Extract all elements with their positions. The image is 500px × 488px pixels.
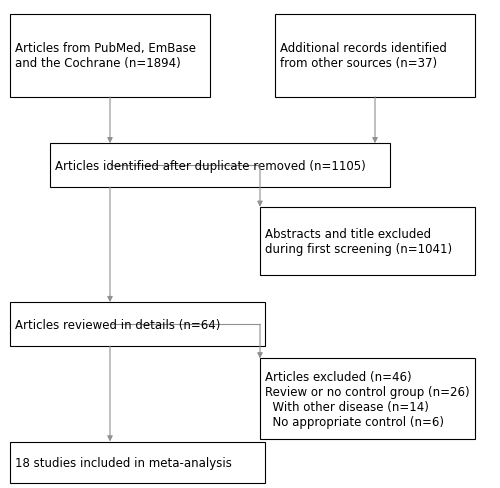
Text: Articles identified after duplicate removed (n=1105): Articles identified after duplicate remo… <box>55 160 366 172</box>
Text: 18 studies included in meta-analysis: 18 studies included in meta-analysis <box>15 456 232 469</box>
Bar <box>275 15 475 98</box>
Text: Articles reviewed in details (n=64): Articles reviewed in details (n=64) <box>15 318 221 331</box>
Text: Additional records identified
from other sources (n=37): Additional records identified from other… <box>280 42 447 70</box>
Text: Articles excluded (n=46)
Review or no control group (n=26)
  With other disease : Articles excluded (n=46) Review or no co… <box>265 370 470 428</box>
Bar <box>10 442 265 483</box>
Bar <box>260 207 475 276</box>
Bar <box>260 359 475 439</box>
Text: Articles from PubMed, EmBase
and the Cochrane (n=1894): Articles from PubMed, EmBase and the Coc… <box>15 42 196 70</box>
Bar <box>50 144 390 188</box>
Bar <box>10 303 265 346</box>
Bar <box>10 15 210 98</box>
Text: Abstracts and title excluded
during first screening (n=1041): Abstracts and title excluded during firs… <box>265 227 452 256</box>
